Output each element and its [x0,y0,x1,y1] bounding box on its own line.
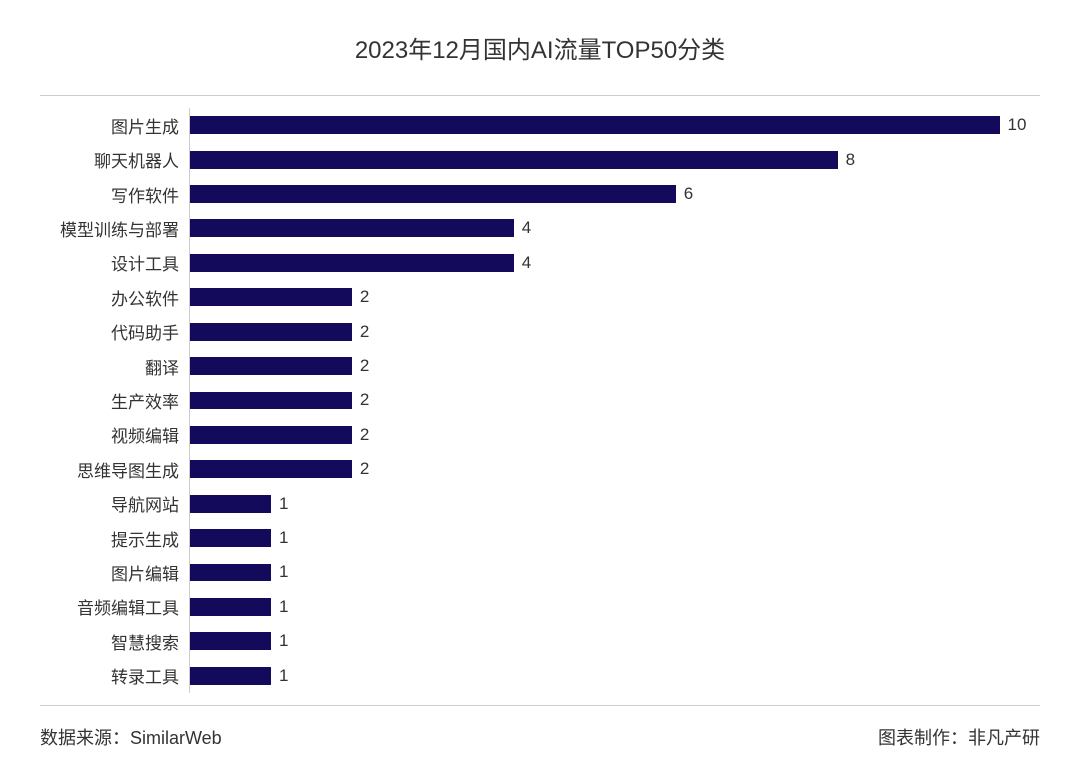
bar [190,254,514,272]
bars-area: 10 8 6 4 4 2 2 2 2 2 2 1 1 1 1 1 1 [190,108,1040,693]
y-axis-label: 视频编辑 [40,422,189,447]
value-label: 1 [271,528,288,548]
y-axis-label: 图片生成 [40,113,189,138]
source-label: 数据来源：SimilarWeb [40,724,222,750]
value-label: 2 [352,356,369,376]
y-axis-label: 导航网站 [40,491,189,516]
y-axis-label: 生产效率 [40,388,189,413]
bar [190,667,271,685]
chart-container: 2023年12月国内AI流量TOP50分类 图片生成聊天机器人写作软件模型训练与… [0,0,1080,770]
value-label: 2 [352,459,369,479]
y-axis-label: 音频编辑工具 [40,594,189,619]
bar [190,323,352,341]
bar [190,151,838,169]
value-label: 1 [271,494,288,514]
value-label: 4 [514,218,531,238]
credit-label: 图表制作：非凡产研 [878,724,1040,750]
y-axis: 图片生成聊天机器人写作软件模型训练与部署设计工具办公软件代码助手翻译生产效率视频… [40,108,190,693]
bar [190,392,352,410]
bar [190,357,352,375]
y-axis-label: 翻译 [40,354,189,379]
value-label: 2 [352,390,369,410]
plot-area: 图片生成聊天机器人写作软件模型训练与部署设计工具办公软件代码助手翻译生产效率视频… [40,95,1040,706]
bar [190,116,1000,134]
value-label: 4 [514,253,531,273]
y-axis-label: 思维导图生成 [40,457,189,482]
value-label: 2 [352,322,369,342]
bar [190,460,352,478]
y-axis-label: 设计工具 [40,250,189,275]
value-label: 10 [1000,115,1027,135]
bar [190,288,352,306]
bar [190,495,271,513]
bar [190,598,271,616]
bar [190,185,676,203]
y-axis-label: 写作软件 [40,182,189,207]
bar [190,564,271,582]
value-label: 2 [352,287,369,307]
bar [190,426,352,444]
value-label: 6 [676,184,693,204]
value-label: 2 [352,425,369,445]
y-axis-label: 转录工具 [40,663,189,688]
value-label: 1 [271,597,288,617]
chart-footer: 数据来源：SimilarWeb 图表制作：非凡产研 [40,724,1040,750]
bar [190,219,514,237]
bar [190,632,271,650]
y-axis-label: 聊天机器人 [40,147,189,172]
y-axis-label: 代码助手 [40,319,189,344]
value-label: 1 [271,562,288,582]
y-axis-label: 模型训练与部署 [40,216,189,241]
value-label: 1 [271,631,288,651]
chart-title: 2023年12月国内AI流量TOP50分类 [40,30,1040,65]
y-axis-label: 智慧搜索 [40,629,189,654]
y-axis-label: 图片编辑 [40,560,189,585]
value-label: 8 [838,150,855,170]
y-axis-label: 办公软件 [40,285,189,310]
bar [190,529,271,547]
value-label: 1 [271,666,288,686]
y-axis-label: 提示生成 [40,526,189,551]
